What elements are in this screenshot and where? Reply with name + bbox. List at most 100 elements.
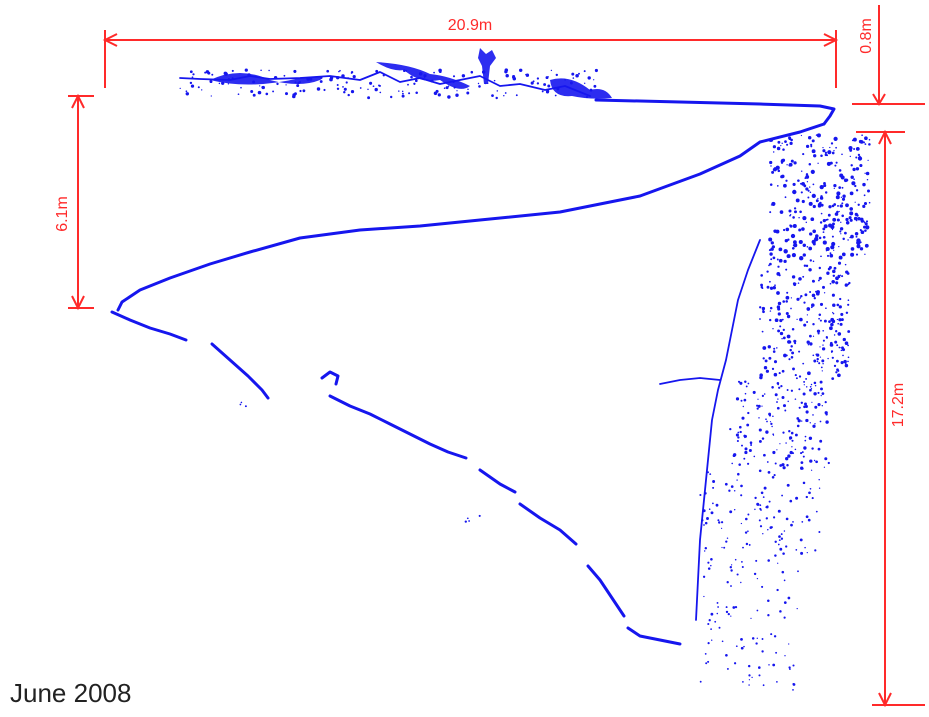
scan-point (724, 482, 728, 486)
scan-point (832, 269, 836, 274)
scan-point (803, 446, 807, 450)
scan-point (747, 462, 750, 465)
scan-point (835, 330, 838, 333)
scan-point (773, 516, 776, 519)
scan-point (771, 170, 775, 174)
scan-point (787, 454, 791, 458)
scan-point (752, 390, 756, 394)
scan-point (818, 276, 822, 280)
scan-point (777, 140, 781, 144)
scan-point (822, 236, 826, 239)
scan-point (801, 227, 805, 231)
scan-point (744, 450, 748, 455)
scan-point (767, 471, 771, 474)
scan-point (768, 500, 771, 503)
scan-point (740, 522, 743, 525)
scan-point (721, 546, 723, 549)
scan-point (798, 216, 800, 219)
scan-point (792, 521, 794, 523)
scan-point (705, 662, 708, 665)
scan-point (818, 530, 821, 534)
scan-point (790, 356, 794, 359)
scan-point (779, 319, 783, 323)
scan-point (350, 71, 354, 74)
scan-point (367, 88, 369, 91)
scan-point (585, 96, 589, 99)
scan-point (789, 450, 793, 455)
scan-point (240, 86, 242, 89)
scan-point (512, 74, 516, 79)
scan-point (820, 255, 822, 258)
scan-point (761, 585, 764, 588)
scan-point (736, 479, 738, 481)
scan-point (785, 517, 789, 521)
scan-point (767, 614, 770, 617)
scan-point (470, 70, 474, 74)
scan-point (832, 274, 836, 278)
scan-point (803, 405, 806, 409)
scan-point (821, 347, 826, 351)
scan-point (231, 69, 234, 72)
scan-point (739, 430, 742, 434)
scan-point (257, 90, 262, 95)
scan-point (702, 509, 706, 513)
scan-point (572, 77, 575, 79)
scan-point (336, 87, 340, 91)
scan-point (737, 436, 740, 439)
scan-point (772, 327, 774, 330)
scan-point (741, 444, 743, 447)
scan-point (792, 683, 795, 685)
scan-point (805, 405, 808, 408)
scan-point (864, 136, 868, 141)
scan-point (796, 607, 798, 610)
scan-point (773, 635, 777, 638)
scan-point (430, 79, 434, 83)
scan-point (320, 76, 323, 79)
point-scatter (179, 68, 871, 691)
scan-point (345, 81, 348, 84)
scan-point (832, 217, 837, 222)
scan-point (707, 567, 711, 570)
scan-point (323, 88, 326, 92)
scan-point (707, 622, 710, 626)
scan-point (285, 84, 287, 86)
scan-point (831, 228, 834, 231)
scan-point (785, 311, 789, 316)
scan-point (240, 401, 243, 404)
scan-point (780, 533, 783, 536)
scan-point (822, 344, 824, 346)
scan-point (726, 537, 729, 539)
scan-point (369, 81, 373, 85)
scan-point (790, 345, 793, 348)
scan-point (794, 448, 797, 451)
scan-point (721, 527, 723, 530)
scan-point (782, 404, 787, 408)
cave-floor-segment-4 (328, 394, 468, 460)
scan-point (758, 666, 761, 669)
scan-point (799, 182, 802, 185)
scan-point (733, 453, 737, 457)
scan-point (781, 570, 785, 574)
scan-point (443, 87, 446, 90)
scan-point (837, 332, 842, 336)
scan-point (338, 70, 340, 73)
scan-point (352, 75, 356, 79)
scan-point (775, 165, 780, 170)
scan-point (772, 286, 776, 290)
scan-point (769, 310, 772, 312)
scan-point (797, 179, 800, 182)
scan-point (769, 211, 772, 214)
scan-point (835, 277, 838, 280)
scan-point (807, 371, 811, 376)
scan-point (437, 93, 441, 97)
scan-point (564, 79, 566, 81)
scan-point (791, 439, 794, 442)
scan-point (820, 394, 822, 397)
scan-point (777, 562, 779, 564)
scan-point (785, 295, 790, 300)
scan-point (804, 293, 808, 297)
scan-point (800, 461, 804, 464)
scan-point (477, 82, 480, 85)
scan-point (547, 84, 551, 88)
scan-point (777, 398, 779, 400)
